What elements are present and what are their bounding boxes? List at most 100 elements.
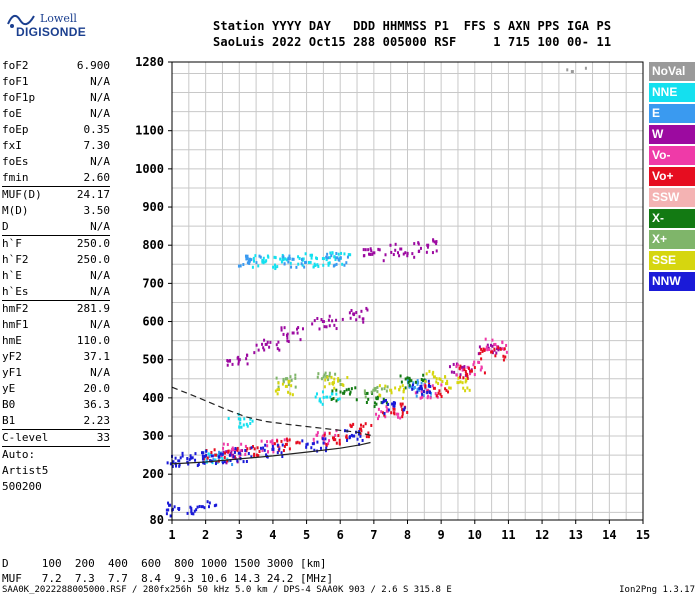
echo-speckle <box>505 350 508 354</box>
x-axis: 1 2 3 4 5 6 7 8 9 10 11 12 13 14 15 <box>168 520 650 542</box>
echo-speckle <box>445 382 448 386</box>
param-value: 0.35 <box>83 123 111 136</box>
echo-speckle <box>329 251 332 255</box>
echo-speckle <box>208 455 211 459</box>
echo-speckle <box>362 317 365 321</box>
echo-speckle <box>309 260 312 264</box>
echo-speckle <box>435 240 438 244</box>
param-separator <box>2 186 110 187</box>
echo-speckle <box>316 375 319 379</box>
echo-speckle <box>485 345 488 349</box>
echo-speckle <box>253 447 256 451</box>
echo-speckle <box>274 263 277 267</box>
echo-speckle <box>431 251 434 255</box>
echo-speckle <box>203 461 206 465</box>
x-tick-label: 9 <box>438 528 445 542</box>
echo-speckle <box>250 446 253 450</box>
echo-speckle <box>239 418 242 422</box>
echo-speckle <box>371 252 374 256</box>
echo-speckle <box>252 259 255 263</box>
echo-speckle <box>232 455 235 459</box>
param-row: h`Es N/A <box>2 284 110 300</box>
data-point <box>321 434 325 438</box>
data-point <box>389 388 393 392</box>
param-value: N/A <box>90 107 110 120</box>
echo-speckle <box>408 383 411 387</box>
echo-speckle <box>468 388 471 392</box>
echo-speckle <box>189 456 192 460</box>
y-tick-label: 400 <box>142 391 164 405</box>
param-row: yF2 37.1 <box>2 349 110 365</box>
echo-speckle <box>357 432 360 436</box>
echo-speckle <box>247 451 250 455</box>
echo-speckle <box>227 449 230 453</box>
echo-speckle <box>334 433 337 437</box>
echo-speckle <box>238 425 241 429</box>
echo-speckle <box>294 385 297 389</box>
echo-speckle <box>219 452 222 456</box>
echo-speckle <box>297 262 300 266</box>
echo-speckle <box>246 261 249 265</box>
echo-speckle <box>325 444 328 448</box>
echo-speckle <box>377 247 380 251</box>
echo-speckle <box>297 326 300 330</box>
echo-speckle <box>339 378 342 382</box>
echo-speckle <box>237 362 240 366</box>
param-value: N/A <box>90 318 110 331</box>
echo-speckle <box>414 380 417 384</box>
echo-speckle <box>394 401 397 405</box>
echo-speckle <box>323 431 326 435</box>
echo-speckle <box>328 324 331 328</box>
echo-speckle <box>313 448 316 452</box>
echo-speckle <box>480 347 483 351</box>
echo-speckle <box>347 253 350 257</box>
echo-speckle <box>499 347 502 351</box>
echo-speckle <box>244 452 247 456</box>
echo-speckle <box>467 367 470 371</box>
echo-speckle <box>426 390 429 394</box>
echo-speckle <box>218 450 221 454</box>
echo-speckle <box>236 459 239 463</box>
echo-speckle <box>373 387 376 391</box>
echo-speckle <box>246 362 249 366</box>
x-tick-label: 15 <box>636 528 650 542</box>
echo-speckle <box>258 254 261 258</box>
echo-speckle <box>416 382 419 386</box>
echo-speckle <box>387 402 390 406</box>
echo-speckle <box>313 319 316 323</box>
echo-speckle <box>325 325 328 329</box>
echo-speckle <box>385 401 388 405</box>
echo-speckle <box>263 338 266 342</box>
echo-speckle <box>462 376 465 380</box>
echo-speckle <box>225 450 228 454</box>
data-point <box>231 453 235 457</box>
echo-speckle <box>286 332 289 336</box>
echo-speckle <box>427 394 430 398</box>
echo-speckle <box>354 386 357 390</box>
echo-speckle <box>495 345 498 349</box>
echo-speckle <box>334 438 337 442</box>
echo-speckle <box>285 258 288 262</box>
echo-speckle <box>362 254 365 258</box>
echo-speckle <box>253 452 256 456</box>
echo-speckle <box>297 255 300 259</box>
data-point <box>419 384 423 388</box>
legend-item: X+ <box>649 230 695 249</box>
muf-row: MUF 7.2 7.3 7.7 8.4 9.3 10.6 14.3 24.2 [… <box>2 572 334 585</box>
echo-speckle <box>205 453 208 457</box>
echo-speckle <box>217 455 220 459</box>
echo-speckle <box>350 308 353 312</box>
echo-speckle <box>402 387 405 391</box>
echo-speckle <box>477 360 480 364</box>
echo-speckle <box>322 441 325 445</box>
echo-speckle <box>369 252 372 256</box>
echo-speckle <box>310 256 313 260</box>
echo-speckle <box>275 376 278 380</box>
echo-speckle <box>417 242 420 246</box>
echo-speckle <box>323 373 326 377</box>
param-row: h`F 250.0 <box>2 236 110 252</box>
echo-speckle <box>234 457 237 461</box>
echo-speckle <box>399 374 402 378</box>
echo-speckle <box>359 434 362 438</box>
echo-speckle <box>240 425 243 429</box>
